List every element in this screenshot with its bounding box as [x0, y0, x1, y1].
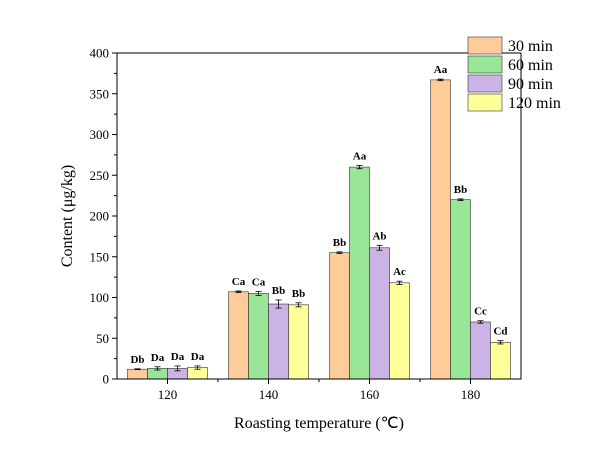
data-label: Bb — [272, 285, 285, 297]
legend-label: 30 min — [508, 38, 553, 55]
axes: 0 50 100 150 200 250 300 350 400 120 140 160 180 — [90, 46, 522, 402]
data-label: Ac — [393, 266, 406, 278]
data-label: Cc — [474, 306, 487, 318]
data-label: Da — [191, 351, 205, 363]
legend-label: 60 min — [508, 57, 553, 74]
bar — [430, 79, 451, 380]
x-tick-label: 160 — [360, 387, 380, 402]
y-tick-label: 100 — [90, 290, 110, 305]
data-label: Ab — [372, 230, 386, 242]
data-label: Bb — [333, 237, 346, 249]
bar — [349, 166, 370, 380]
bar — [127, 368, 148, 380]
legend-swatch — [467, 36, 503, 55]
legend-swatch — [467, 93, 503, 112]
data-label: Bb — [454, 184, 467, 196]
legend: 30 min 60 min 90 min 120 min — [467, 36, 561, 112]
bar — [329, 252, 350, 380]
y-tick-label: 350 — [90, 86, 110, 101]
legend-swatch — [467, 55, 503, 74]
y-axis-title: Content (μg/kg) — [59, 165, 76, 267]
bar — [268, 303, 289, 380]
data-label: Db — [130, 354, 144, 366]
bar — [389, 282, 410, 380]
y-tick-label: 50 — [96, 331, 109, 346]
plot-area: Db Ca Bb Aa Da Ca Aa Bb Da Bb Ab Cc Da Bb Ac Cd — [127, 64, 511, 380]
bar — [288, 304, 309, 380]
bar — [369, 247, 390, 380]
data-label: Aa — [434, 64, 448, 76]
bar — [228, 291, 249, 380]
bar — [450, 199, 471, 380]
y-tick-label: 250 — [90, 168, 110, 183]
legend-label: 90 min — [508, 76, 553, 93]
y-tick-label: 300 — [90, 127, 110, 142]
x-axis-title: Roasting temperature (℃) — [234, 415, 404, 432]
data-label: Da — [151, 352, 165, 364]
y-tick-label: 200 — [90, 209, 110, 224]
bar — [248, 293, 269, 380]
legend-label: 120 min — [508, 95, 561, 112]
y-tick-label: 150 — [90, 249, 110, 264]
y-tick-label: 0 — [103, 372, 110, 387]
bar — [470, 321, 491, 380]
bar — [490, 342, 511, 380]
x-tick-label: 140 — [259, 387, 279, 402]
data-label: Cd — [493, 326, 507, 338]
data-label: Ca — [252, 276, 266, 288]
legend-swatch — [467, 74, 503, 93]
data-label: Aa — [353, 150, 367, 162]
y-tick-label: 400 — [90, 46, 110, 61]
x-tick-label: 180 — [461, 387, 481, 402]
data-label: Ca — [232, 276, 246, 288]
data-label: Bb — [292, 288, 305, 300]
x-tick-label: 120 — [158, 387, 178, 402]
data-label: Da — [171, 351, 185, 363]
